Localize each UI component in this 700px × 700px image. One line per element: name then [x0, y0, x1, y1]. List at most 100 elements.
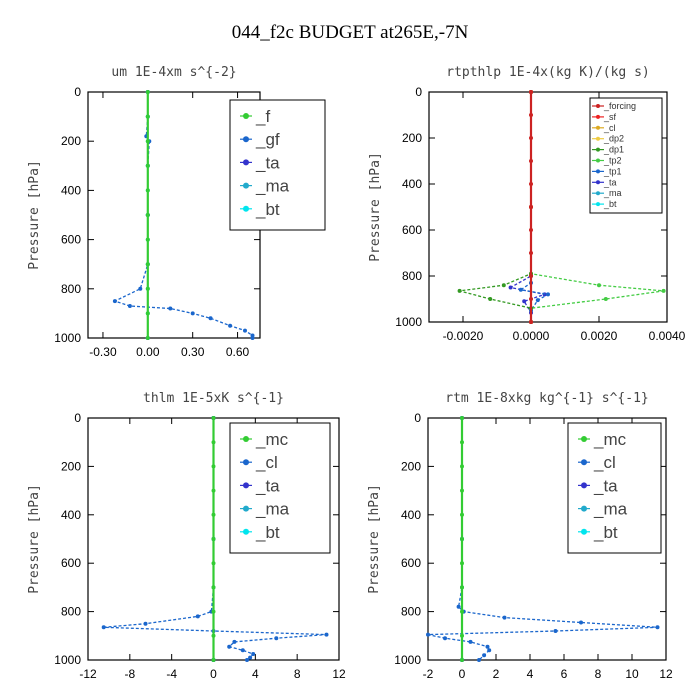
y-tick-label: 800 — [61, 605, 81, 619]
series-point — [426, 632, 430, 637]
series-point — [579, 620, 583, 625]
legend-marker — [243, 205, 249, 212]
legend-marker — [243, 528, 249, 535]
legend-label: _bt — [603, 199, 617, 209]
legend-marker — [596, 169, 600, 174]
legend-label: _dp1 — [603, 145, 624, 155]
legend-label: _bt — [255, 200, 280, 219]
x-tick-label: -0.0020 — [443, 329, 484, 343]
legend-marker — [596, 147, 600, 152]
plot-frame — [427, 417, 667, 661]
y-axis-label: Pressure [hPa] — [368, 152, 383, 262]
series-point — [143, 621, 148, 626]
y-tick-label: 800 — [401, 605, 421, 619]
series-point — [251, 652, 256, 656]
series-line — [459, 92, 532, 322]
legend-label: _bt — [255, 523, 280, 542]
x-tick-label: 4 — [252, 667, 259, 681]
series-point — [250, 336, 255, 340]
y-tick-label: 0 — [414, 411, 421, 425]
legend-label: _ma — [255, 177, 290, 196]
y-tick-label: 600 — [61, 233, 81, 247]
y-tick-label: 800 — [61, 282, 81, 296]
y-tick-label: 200 — [402, 131, 422, 145]
legend-label: _ta — [255, 476, 280, 495]
y-tick-label: 1000 — [54, 653, 81, 667]
y-tick-label: 0 — [415, 85, 422, 99]
series-point — [457, 288, 462, 293]
series-point — [168, 306, 173, 311]
panel-title: rtm 1E-8xkg kg^{-1} s^{-1} — [445, 391, 649, 406]
y-axis-label: Pressure [hPa] — [367, 484, 382, 594]
legend-marker — [243, 159, 249, 166]
panel-title: um 1E-4xm s^{-2} — [111, 65, 236, 80]
x-tick-label: 10 — [625, 667, 639, 681]
series-point — [535, 298, 540, 303]
x-tick-label: 0.00 — [136, 345, 160, 359]
legend-label: _tp1 — [603, 166, 622, 176]
legend-label: _dp2 — [603, 134, 624, 144]
x-tick-label: 8 — [595, 667, 602, 681]
series-point — [482, 653, 487, 658]
figure-title: 044_f2c BUDGET at265E,-7N — [231, 22, 469, 43]
series-line — [519, 92, 550, 322]
y-tick-label: 600 — [61, 556, 81, 570]
series-point — [546, 292, 550, 297]
series-point — [603, 297, 608, 301]
x-tick-label: 6 — [561, 667, 568, 681]
series-point — [227, 644, 232, 649]
legend-marker — [596, 191, 600, 196]
panel-title: thlm 1E-5xK s^{-1} — [143, 391, 284, 406]
legend-marker — [243, 113, 249, 119]
y-tick-label: 800 — [402, 269, 422, 283]
legend-marker — [581, 482, 587, 489]
y-tick-label: 400 — [401, 508, 421, 522]
series-point — [456, 604, 461, 609]
series-point — [477, 658, 481, 662]
x-tick-label: 12 — [332, 667, 346, 681]
series-point — [127, 304, 132, 308]
legend-label: _mc — [593, 430, 627, 449]
y-tick-label: 200 — [61, 134, 81, 148]
legend-marker — [243, 482, 249, 489]
series-point — [502, 615, 507, 620]
series-point — [190, 311, 195, 316]
legend-marker — [596, 125, 600, 130]
legend-label: _cl — [593, 453, 616, 472]
y-tick-label: 0 — [74, 85, 81, 99]
legend-marker — [596, 136, 600, 141]
series-point — [487, 648, 492, 653]
legend-label: _ta — [593, 476, 618, 495]
series-point — [232, 639, 237, 644]
series-point — [597, 283, 601, 288]
legend-label: _f — [255, 107, 270, 126]
series-point — [443, 636, 447, 641]
legend-marker — [581, 459, 587, 466]
series-point — [248, 655, 253, 660]
series-point — [501, 283, 506, 288]
legend-label: _tp2 — [603, 156, 622, 166]
x-tick-label: 12 — [659, 667, 673, 681]
y-axis-label: Pressure [hPa] — [27, 484, 42, 594]
x-tick-label: 2 — [493, 667, 500, 681]
y-axis-label: Pressure [hPa] — [27, 160, 42, 270]
y-tick-label: 200 — [401, 459, 421, 473]
series-point — [138, 286, 143, 291]
legend-label: _ma — [603, 188, 622, 198]
legend-marker — [596, 180, 600, 185]
y-tick-label: 1000 — [394, 653, 421, 667]
legend-label: _ma — [593, 500, 628, 519]
series-point — [324, 632, 329, 637]
legend-label: _cl — [603, 123, 616, 133]
series-point — [522, 299, 527, 304]
series-point — [240, 648, 245, 653]
x-tick-label: -2 — [423, 667, 434, 681]
legend-label: _ta — [603, 177, 617, 187]
series-point — [518, 287, 523, 292]
legend-marker — [243, 505, 249, 512]
legend-marker — [581, 436, 587, 442]
series-point — [488, 297, 493, 301]
panel-4: rtm 1E-8xkg kg^{-1} s^{-1} 0 200 400 600 800 1… — [367, 391, 673, 681]
series-point — [468, 639, 473, 644]
legend-marker — [581, 528, 587, 535]
